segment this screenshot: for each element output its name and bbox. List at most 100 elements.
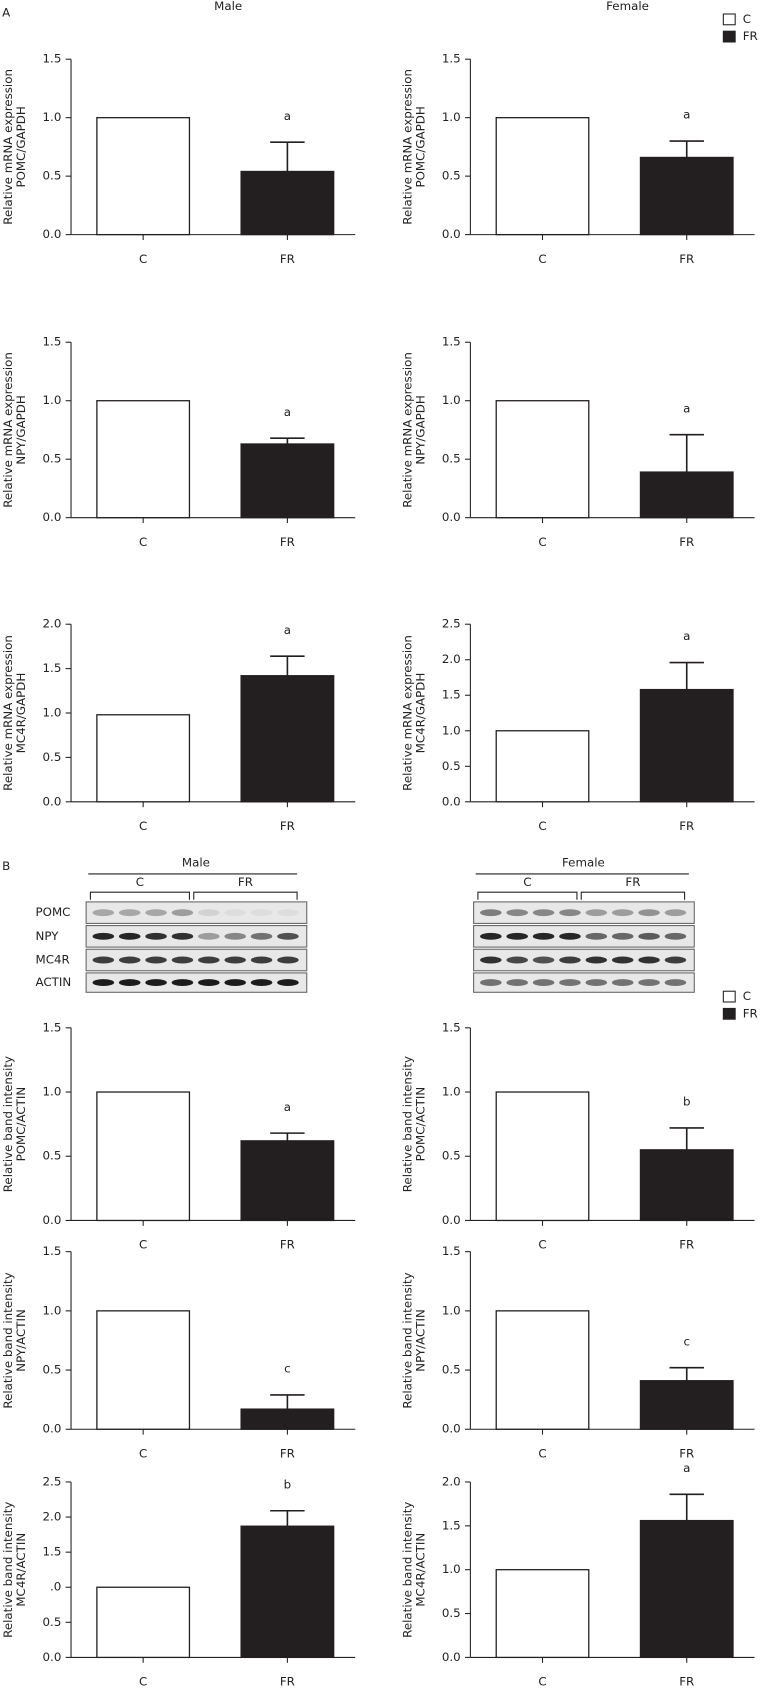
significance-label: a (284, 623, 291, 637)
blot-band (585, 932, 608, 940)
y-axis-label: Relative mRNA expression (1, 352, 15, 508)
y-axis-label: MC4R/GAPDH (14, 673, 28, 754)
y-tick-label: 1.0 (43, 1303, 62, 1317)
bar (639, 1519, 734, 1659)
y-tick-label: 2.5 (43, 1474, 62, 1488)
blot-band (611, 956, 634, 964)
bar (96, 1091, 191, 1222)
y-tick-label: 1.0 (442, 393, 461, 407)
panel-label: B (2, 859, 10, 873)
y-tick-label: 1.5 (43, 335, 62, 349)
legend-label: C (743, 989, 751, 1003)
x-tick-label: C (139, 252, 147, 266)
legend-label: FR (743, 29, 758, 43)
y-axis-label: Relative band intensity (1, 1272, 15, 1408)
blot-band (638, 932, 660, 940)
blot-band (171, 979, 194, 987)
x-tick-label: C (139, 1675, 147, 1689)
y-axis-label: Relative mRNA expression (1, 69, 15, 225)
x-tick-label: FR (679, 819, 694, 833)
blot-band (277, 909, 299, 917)
y-tick-label: 0.0 (442, 1213, 461, 1227)
y-tick-label: 0.0 (442, 1422, 461, 1436)
blot-band (559, 979, 581, 987)
y-axis-label: NPY/ACTIN (413, 1309, 427, 1372)
blot-band (664, 979, 687, 987)
y-tick-label: 1.5 (43, 1545, 62, 1559)
y-tick-label: 0.5 (43, 1363, 62, 1377)
blot-band (480, 956, 502, 964)
column-header: Female (562, 856, 605, 870)
y-tick-label: 0.0 (43, 1213, 62, 1227)
y-tick-label: 0.5 (43, 1149, 62, 1163)
blot-strip (473, 901, 695, 924)
y-tick-label: 1.5 (43, 1244, 62, 1258)
x-tick-label: C (538, 1238, 546, 1252)
blot-band (92, 932, 115, 940)
blot-strip (85, 972, 308, 993)
blot-strip (473, 925, 695, 948)
error-bar (669, 661, 704, 690)
blot-band (664, 909, 687, 917)
y-tick-label: 0.0 (43, 794, 62, 808)
y-axis-label: MC4R/ACTIN (14, 1533, 28, 1607)
y-axis-label: Relative mRNA expression (400, 352, 414, 508)
x-tick-label: C (139, 535, 147, 549)
y-tick-label: 0.0 (442, 510, 461, 524)
blot-band (171, 932, 194, 940)
blot-group-label: FR (238, 875, 253, 889)
y-tick-label: 2.0 (442, 1474, 461, 1488)
blot-band (198, 932, 220, 940)
error-bar (270, 1132, 305, 1141)
y-axis-label: Relative band intensity (400, 1056, 414, 1192)
y-tick-label: 0.5 (43, 452, 62, 466)
y-tick-label: 1.5 (43, 52, 62, 66)
group-bracket (89, 891, 190, 900)
y-tick-label: 0.0 (442, 1650, 461, 1664)
bar (495, 1091, 590, 1222)
blot-strip (85, 901, 308, 924)
x-tick-label: FR (280, 1675, 295, 1689)
y-tick-label: .0 (50, 1580, 61, 1594)
blot-band (171, 956, 194, 964)
blot-band (92, 956, 115, 964)
y-tick-label: 0.5 (442, 1606, 461, 1620)
significance-label: a (683, 401, 690, 415)
y-tick-label: 1.5 (442, 335, 461, 349)
significance-label: c (284, 1362, 291, 1376)
y-tick-label: 0.5 (442, 759, 461, 773)
x-tick-label: FR (280, 1238, 295, 1252)
blot-band (559, 909, 581, 917)
x-tick-label: FR (280, 535, 295, 549)
blot-band (198, 979, 220, 987)
x-tick-label: C (538, 819, 546, 833)
blot-band (611, 909, 634, 917)
error-bar (270, 141, 305, 172)
blot-band (664, 932, 687, 940)
x-tick-label: FR (679, 535, 694, 549)
blot-band (145, 932, 167, 940)
bar (639, 471, 734, 519)
blot-row-label: POMC (36, 905, 71, 919)
blot-row-label: NPY (36, 929, 60, 943)
blot-band (559, 932, 581, 940)
error-bar (669, 433, 704, 473)
blot-band (118, 909, 141, 917)
error-bar (270, 655, 305, 676)
legend-label: C (743, 12, 751, 26)
blot-band (559, 956, 581, 964)
column-header: Female (606, 0, 649, 13)
blot-strip (473, 972, 695, 993)
bar (639, 1380, 734, 1430)
blot-strip (85, 925, 308, 948)
blot-band (250, 932, 273, 940)
y-axis-label: POMC/ACTIN (14, 1087, 28, 1162)
y-axis-label: MC4R/ACTIN (413, 1533, 427, 1607)
error-bar (669, 1493, 704, 1521)
y-tick-label: 2.0 (43, 1510, 62, 1524)
bar (495, 730, 590, 803)
bar (495, 117, 590, 236)
blot-band (480, 979, 502, 987)
y-tick-label: 0.0 (43, 510, 62, 524)
